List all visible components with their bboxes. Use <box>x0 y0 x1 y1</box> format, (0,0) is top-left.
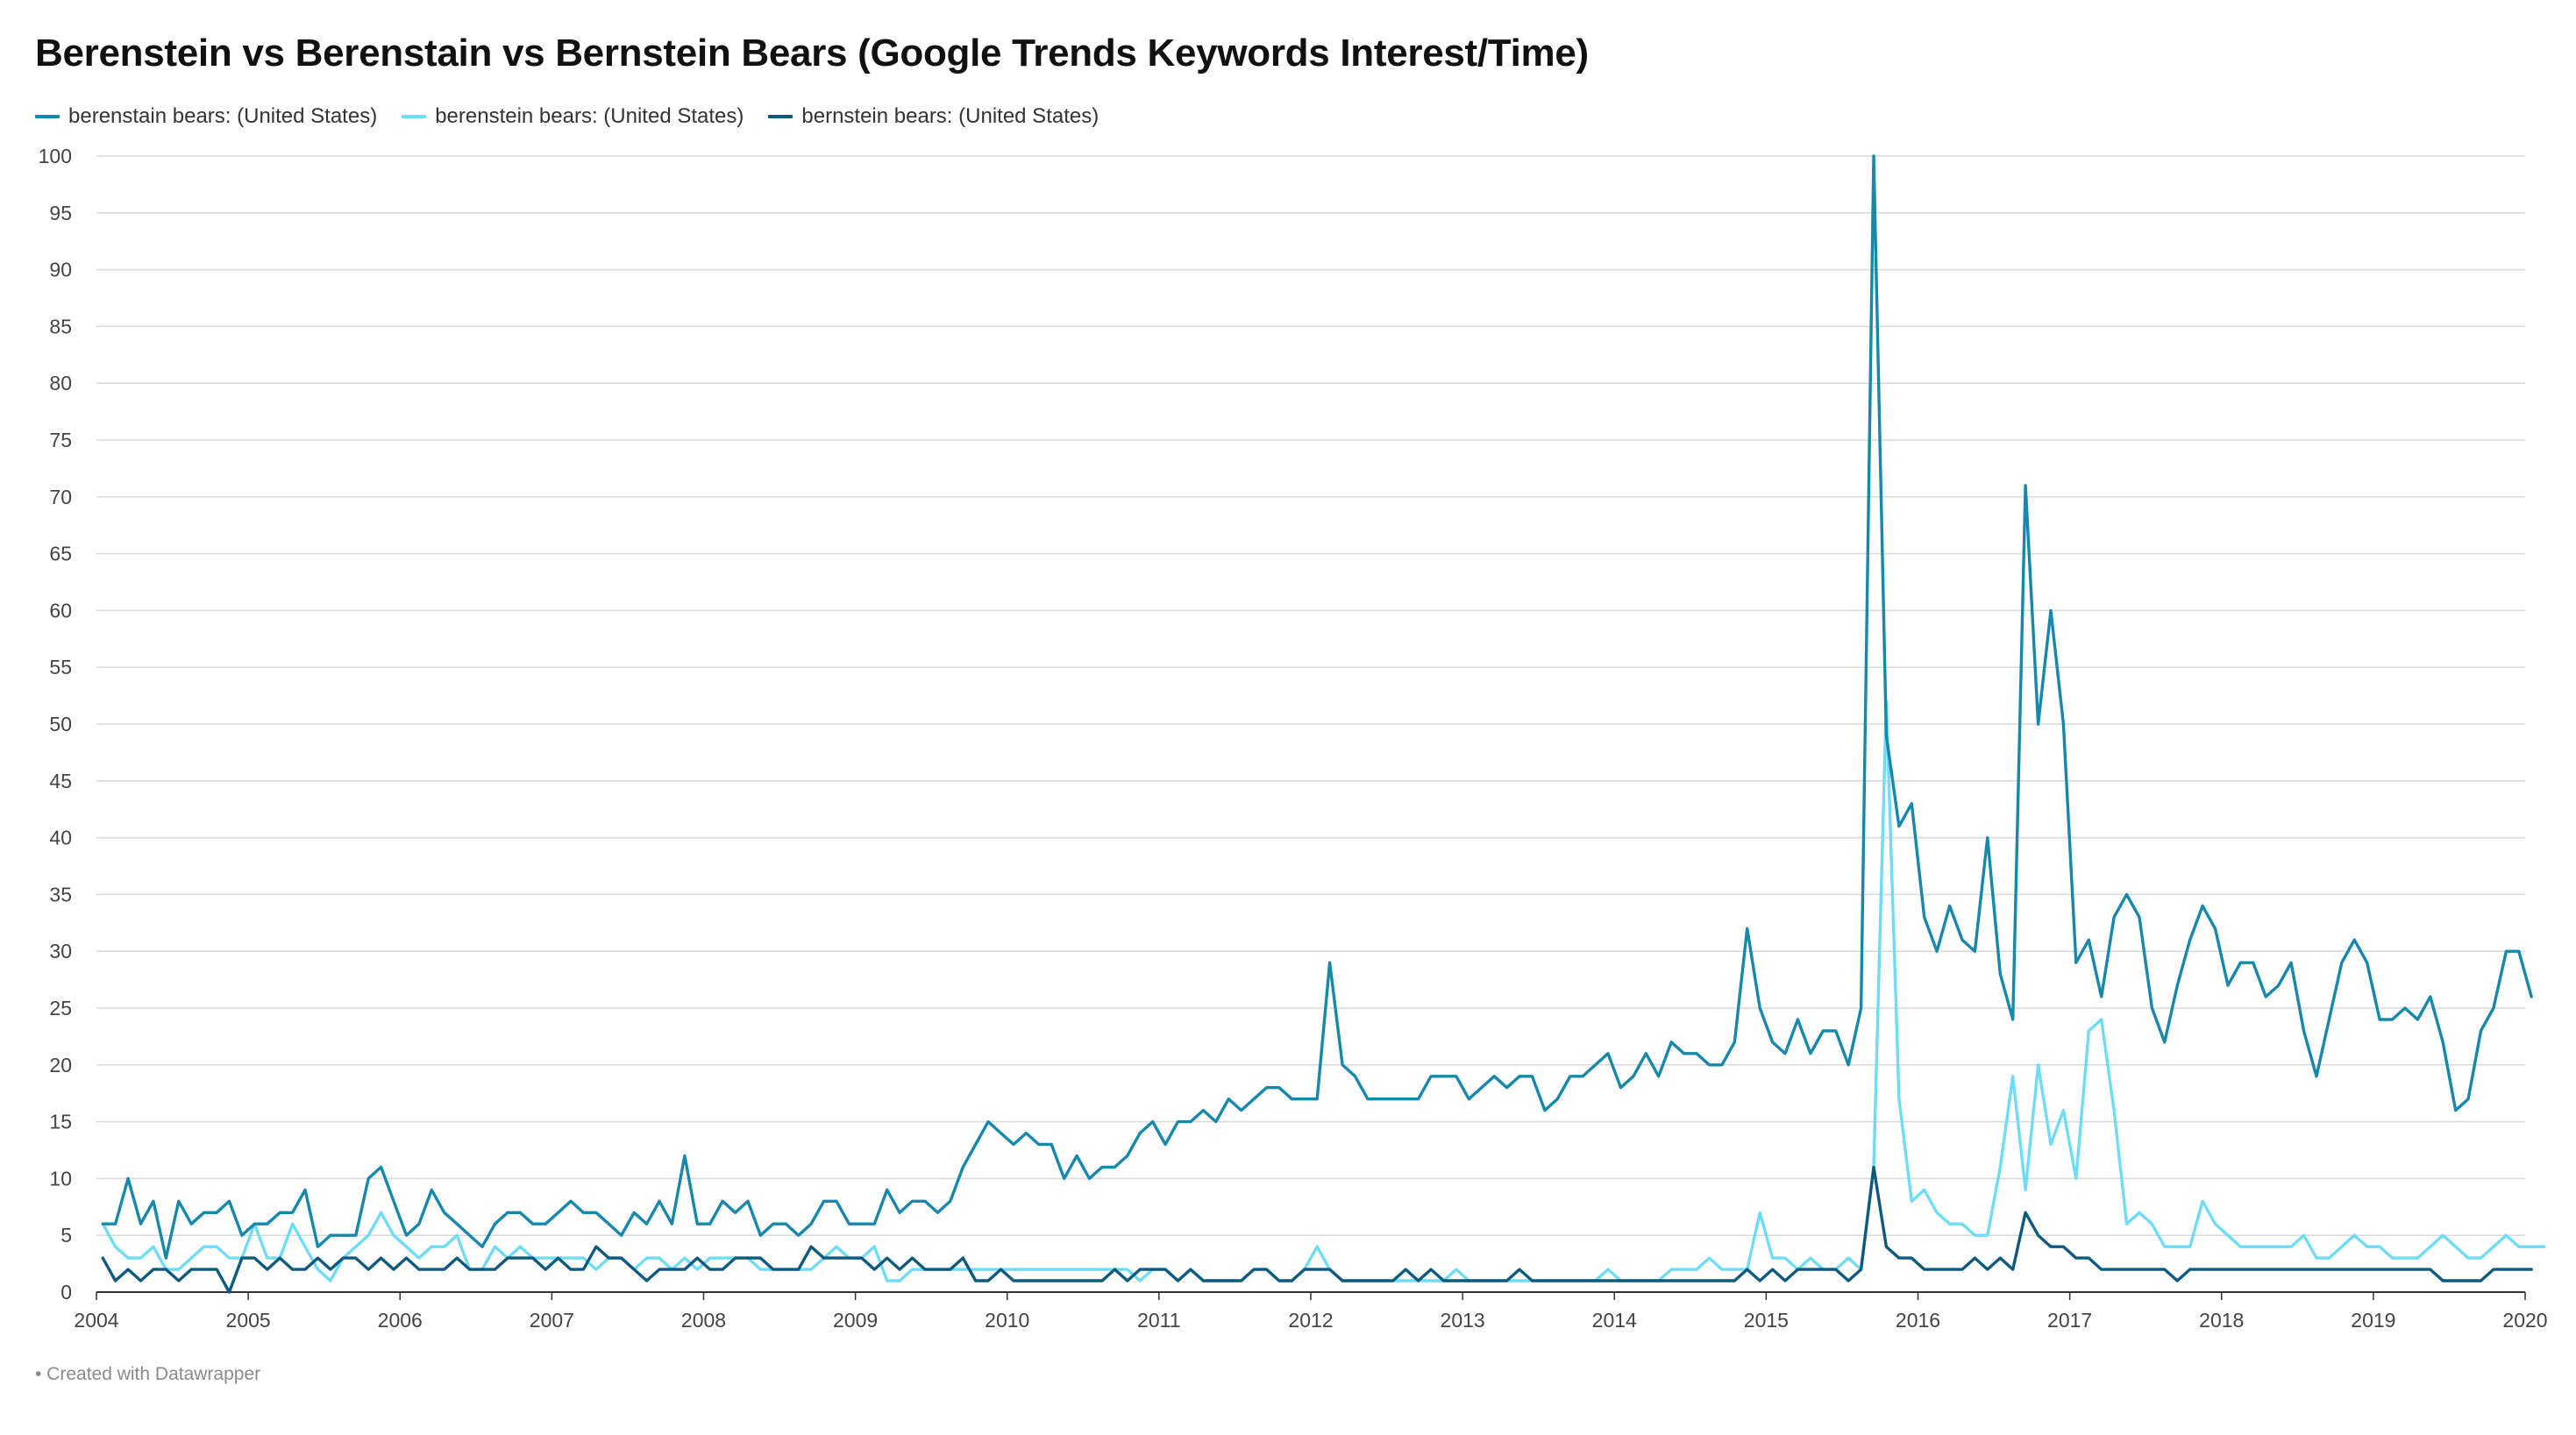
y-tick-label: 85 <box>49 315 72 337</box>
y-tick-label: 0 <box>60 1281 72 1304</box>
x-tick-label: 2017 <box>2047 1309 2092 1332</box>
x-tick-label: 2010 <box>985 1309 1029 1332</box>
x-tick-label: 2015 <box>1744 1309 1789 1332</box>
y-tick-label: 95 <box>49 202 72 224</box>
y-tick-label: 55 <box>49 656 72 678</box>
legend-item-berenstain: berenstain bears: (United States) <box>35 104 377 129</box>
legend-swatch-berenstain <box>35 115 60 118</box>
legend-swatch-berenstein <box>402 115 427 118</box>
legend-item-berenstein: berenstein bears: (United States) <box>402 104 744 129</box>
y-tick-label: 15 <box>49 1111 72 1133</box>
x-tick-label: 2007 <box>530 1309 574 1332</box>
y-tick-label: 90 <box>49 259 72 281</box>
x-tick-label: 2018 <box>2199 1309 2244 1332</box>
y-tick-label: 65 <box>49 543 72 565</box>
y-tick-label: 100 <box>39 145 72 167</box>
x-tick-label: 2005 <box>226 1309 271 1332</box>
x-tick-label: 2011 <box>1137 1309 1180 1332</box>
footer-credit: • Created with Datawrapper <box>35 1364 261 1384</box>
y-tick-label: 60 <box>49 599 72 622</box>
y-tick-label: 45 <box>49 770 72 792</box>
chart-legend: berenstain bears: (United States) berens… <box>35 102 1123 131</box>
y-tick-label: 25 <box>49 997 72 1019</box>
series-line-1 <box>101 700 2546 1282</box>
y-tick-label: 40 <box>49 827 72 849</box>
y-tick-label: 75 <box>49 429 72 451</box>
series-line-0 <box>101 154 2533 1260</box>
y-tick-label: 35 <box>49 883 72 906</box>
legend-label-berenstain: berenstain bears: (United States) <box>68 104 378 128</box>
x-tick-label: 2014 <box>1592 1309 1637 1332</box>
x-tick-label: 2006 <box>378 1309 423 1332</box>
x-tick-label: 2019 <box>2351 1309 2395 1332</box>
y-gridlines <box>96 155 2525 1293</box>
y-tick-label: 30 <box>49 940 72 963</box>
x-tick-label: 2016 <box>1896 1309 1940 1332</box>
chart-title: Berenstein vs Berenstain vs Bernstein Be… <box>35 32 1589 75</box>
y-tick-label: 20 <box>49 1054 72 1076</box>
legend-label-bernstein: bernstein bears: (United States) <box>801 104 1099 128</box>
series-line-2 <box>101 1165 2533 1294</box>
y-tick-label: 10 <box>49 1167 72 1190</box>
y-tick-label: 70 <box>49 486 72 508</box>
legend-item-bernstein: bernstein bears: (United States) <box>768 104 1099 129</box>
y-tick-label: 5 <box>60 1224 72 1247</box>
y-tick-label: 80 <box>49 372 72 394</box>
x-tick-label: 2013 <box>1441 1309 1485 1332</box>
y-tick-label: 50 <box>49 713 72 735</box>
x-tick-label: 2008 <box>681 1309 726 1332</box>
legend-label-berenstein: berenstein bears: (United States) <box>435 104 744 128</box>
x-tick-label: 2004 <box>74 1309 118 1332</box>
x-tick-label: 2020 <box>2502 1309 2547 1332</box>
x-tick-label: 2009 <box>833 1309 878 1332</box>
x-tick-label: 2012 <box>1288 1309 1333 1332</box>
legend-swatch-bernstein <box>768 115 793 118</box>
